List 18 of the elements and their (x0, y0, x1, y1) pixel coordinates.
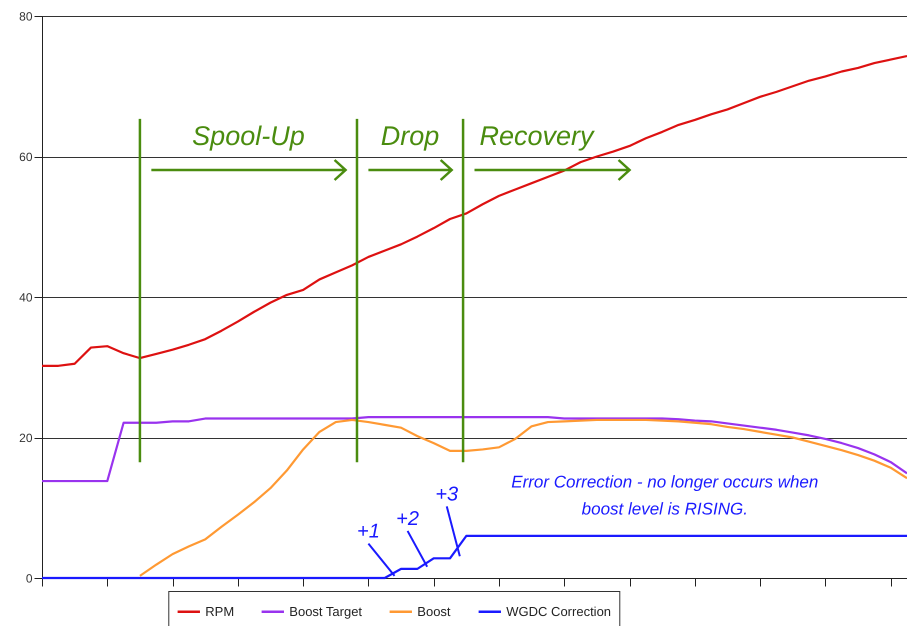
annotation: +3 (435, 483, 458, 506)
annotation: +1 (357, 520, 380, 543)
y-tick-label: 40 (19, 290, 33, 304)
y-tick-label: 20 (19, 431, 33, 445)
annotation: +2 (396, 508, 419, 530)
legend-label: Boost (417, 604, 451, 619)
line-series (138, 418, 907, 577)
legend-label: RPM (205, 604, 234, 619)
legend-label: Boost Target (289, 604, 362, 619)
y-tick-label: 60 (19, 150, 33, 164)
annotation: Drop (380, 120, 440, 151)
annotation: Error Correction - no longer occurs when boost level is RISING. (511, 472, 818, 518)
y-tick-label: 80 (19, 10, 33, 24)
line-series (40, 54, 907, 367)
legend-label: WGDC Correction (506, 604, 612, 619)
annotation: Recovery (479, 120, 596, 151)
y-tick-label: 0 (26, 572, 33, 586)
annotation: Spool-Up (192, 120, 305, 151)
